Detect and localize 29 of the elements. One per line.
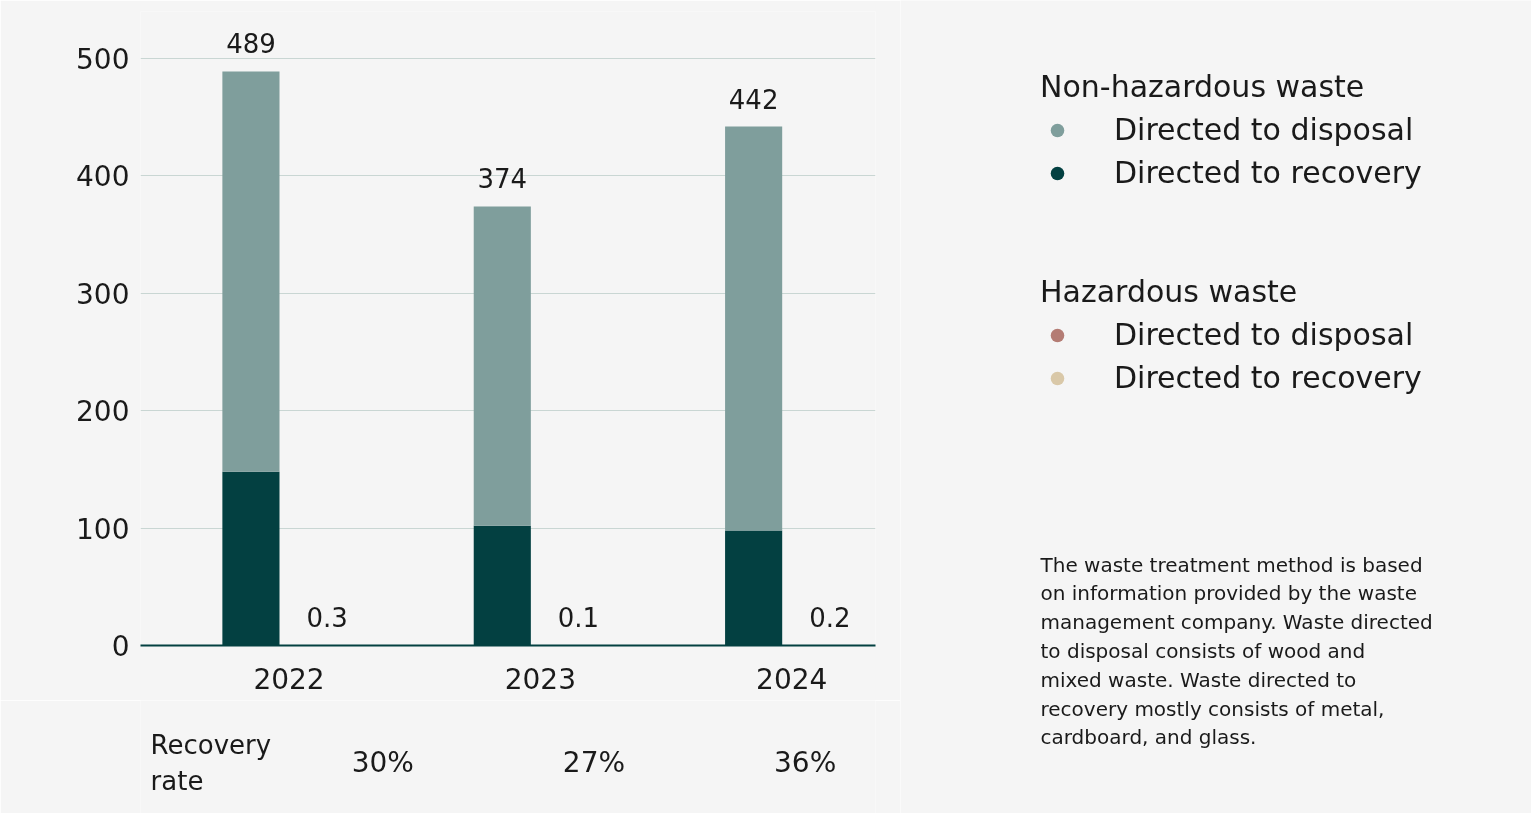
- y-tick-label: 300: [76, 277, 130, 311]
- x-tick-label: 2022: [253, 662, 325, 696]
- total-label: 0.3: [306, 603, 348, 634]
- y-tick-label: 500: [76, 42, 130, 76]
- legend-label: Directed to recovery: [1114, 360, 1422, 395]
- total-label: 489: [226, 29, 276, 60]
- total-label: 374: [477, 164, 528, 195]
- text: 27%: [562, 746, 626, 780]
- legend-label: Directed to disposal: [1114, 112, 1414, 147]
- total-label: 0.1: [557, 603, 600, 634]
- y-tick-label: 400: [76, 160, 130, 194]
- text: The waste treatment method is based on information provided by the waste management company. Waste directed to disposal consists of wood and mixed waste. Waste directed to recovery mostly consists of metal, cardboard, and glass.: [1039, 552, 1433, 750]
- total-label: 0.2: [809, 603, 851, 634]
- y-tick-label: 200: [76, 395, 130, 429]
- text: 36%: [774, 746, 837, 780]
- x-tick-label: 2024: [756, 662, 828, 696]
- text: Recovery rate: [150, 729, 272, 796]
- bar: [725, 126, 783, 531]
- total-label: 442: [728, 84, 779, 115]
- text: 30%: [351, 746, 414, 780]
- text: Hazardous waste: [1040, 274, 1299, 309]
- bar: [222, 71, 280, 472]
- text: Non-hazardous waste: [1040, 69, 1366, 104]
- x-tick-label: 2023: [504, 662, 577, 696]
- bar: [473, 206, 531, 526]
- legend-label: Directed to recovery: [1114, 155, 1422, 190]
- y-tick-label: 0: [111, 630, 130, 663]
- legend-label: Directed to disposal: [1114, 317, 1414, 352]
- y-tick-label: 100: [76, 512, 130, 546]
